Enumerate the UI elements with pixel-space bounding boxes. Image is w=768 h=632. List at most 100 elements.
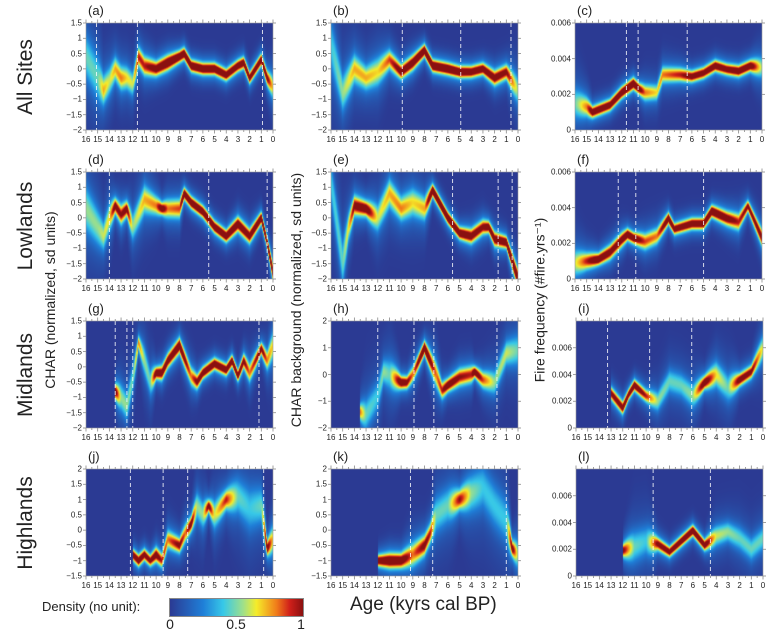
x-tick-label: 15 (93, 581, 103, 590)
y-tick-label: −1.5 (66, 408, 82, 418)
x-tick-label: 1 (504, 135, 509, 144)
x-tick-label: 9 (165, 284, 171, 293)
y-tick-label: 0 (77, 64, 82, 74)
x-tick-label: 12 (373, 135, 383, 144)
x-tick-label: 6 (200, 433, 206, 442)
y-tick-label: 1 (77, 495, 82, 505)
y-tick-label: 0.5 (70, 198, 82, 208)
y-tick-label: −2 (317, 423, 327, 433)
x-tick-label: 11 (140, 581, 149, 590)
x-tick-label: 1 (259, 433, 264, 442)
x-tick-label: 1 (504, 581, 509, 590)
x-tick-label: 0 (270, 284, 276, 293)
panel-c: (c) 0 0.002 0.004 0.006 16 15 14 13 12 11 10 9 8 7 6 5 4 3… (551, 3, 765, 144)
x-tick-label: 7 (188, 135, 194, 144)
colorbar (169, 598, 304, 617)
x-tick-label: 7 (678, 581, 684, 590)
x-tick-label: 10 (640, 284, 650, 293)
panel-label: (e) (333, 152, 349, 167)
x-tick-label: 6 (200, 135, 206, 144)
x-tick-label: 3 (725, 433, 731, 442)
x-tick-label: 3 (480, 284, 486, 293)
y-tick-label: 1.5 (315, 167, 327, 177)
x-tick-label: 14 (594, 433, 604, 442)
x-tick-label: 7 (678, 433, 684, 442)
x-tick-label: 6 (200, 581, 206, 590)
x-tick-label: 0 (759, 135, 765, 144)
x-tick-label: 13 (606, 433, 616, 442)
x-tick-label: 4 (469, 433, 474, 442)
panel-label: (h) (333, 301, 349, 316)
x-tick-label: 2 (492, 581, 497, 590)
x-tick-label: 1 (749, 433, 754, 442)
x-tick-label: 16 (326, 433, 336, 442)
x-tick-label: 4 (714, 581, 719, 590)
x-tick-label: 14 (104, 284, 114, 293)
y-tick-label: −2 (317, 274, 327, 284)
panel-h: (h) −2 −1 0 1 2 16 15 14 13 12 11 10 9 8 7 6 5 4 3 2 1 0 (318, 301, 521, 442)
x-tick-label: 13 (605, 135, 615, 144)
x-tick-label: 13 (116, 581, 126, 590)
x-tick-label: 10 (396, 433, 406, 442)
y-tick-label: 0.006 (550, 167, 571, 177)
x-tick-label: 9 (165, 581, 171, 590)
x-tick-label: 13 (361, 433, 371, 442)
x-tick-label: 2 (247, 433, 252, 442)
x-tick-label: 11 (629, 135, 638, 144)
y-tick-label: −0.5 (66, 79, 82, 89)
y-tick-label: 2 (322, 464, 327, 474)
plot-frame (85, 22, 274, 131)
x-tick-label: 7 (433, 433, 439, 442)
plot-frame (574, 22, 763, 131)
axes-overlay (83, 465, 276, 580)
x-tick-label: 5 (212, 581, 217, 590)
x-tick-label: 8 (422, 581, 427, 590)
x-tick-label: 16 (326, 581, 336, 590)
x-tick-label: 10 (151, 135, 161, 144)
x-tick-label: 11 (630, 581, 639, 590)
y-tick-label: −1 (317, 556, 327, 566)
x-tick-label: 9 (654, 135, 660, 144)
x-tick-label: 1 (504, 433, 509, 442)
axes-overlay (328, 168, 521, 283)
x-tick-label: 12 (373, 433, 383, 442)
x-tick-label: 3 (724, 284, 730, 293)
y-tick-label: −1.5 (66, 259, 82, 269)
y-tick-label: −1 (72, 556, 82, 566)
plot-frame (574, 171, 763, 280)
x-tick-label: 2 (737, 433, 742, 442)
x-tick-label: 7 (433, 581, 439, 590)
x-tick-label: 12 (618, 433, 628, 442)
x-tick-label: 0 (270, 581, 276, 590)
y-tick-label: −1 (317, 243, 327, 253)
density-heatmap (575, 23, 762, 130)
panel-label: (f) (577, 152, 590, 167)
x-tick-label: 9 (410, 433, 416, 442)
y-tick-label: 1.5 (70, 316, 82, 326)
axes-overlay (572, 168, 765, 283)
x-tick-label: 11 (385, 284, 394, 293)
x-tick-label: 3 (235, 135, 241, 144)
x-tick-label: 10 (396, 284, 406, 293)
density-heatmap (86, 172, 273, 279)
x-tick-label: 4 (469, 135, 474, 144)
x-tick-label: 0 (515, 135, 521, 144)
x-tick-label: 8 (667, 433, 672, 442)
x-tick-label: 10 (640, 135, 650, 144)
y-tick-label: 0 (77, 213, 82, 223)
x-tick-label: 2 (736, 135, 741, 144)
x-tick-label: 12 (373, 581, 383, 590)
x-tick-label: 5 (457, 581, 462, 590)
panel-label: (c) (577, 3, 593, 18)
x-tick-label: 0 (760, 433, 766, 442)
x-tick-label: 10 (396, 135, 406, 144)
axes-overlay (328, 19, 521, 134)
panel-label: (i) (578, 301, 590, 316)
y-tick-label: 0.5 (315, 198, 327, 208)
panel-i: (i) 0 0.002 0.004 0.006 16 15 14 13 12 11 10 9 8 7 6 5 4 3… (552, 301, 766, 442)
y-tick-label: 1 (77, 331, 82, 341)
x-tick-label: 8 (666, 135, 671, 144)
panel-label: (j) (88, 449, 100, 464)
x-tick-label: 16 (571, 433, 581, 442)
x-tick-label: 10 (151, 433, 161, 442)
